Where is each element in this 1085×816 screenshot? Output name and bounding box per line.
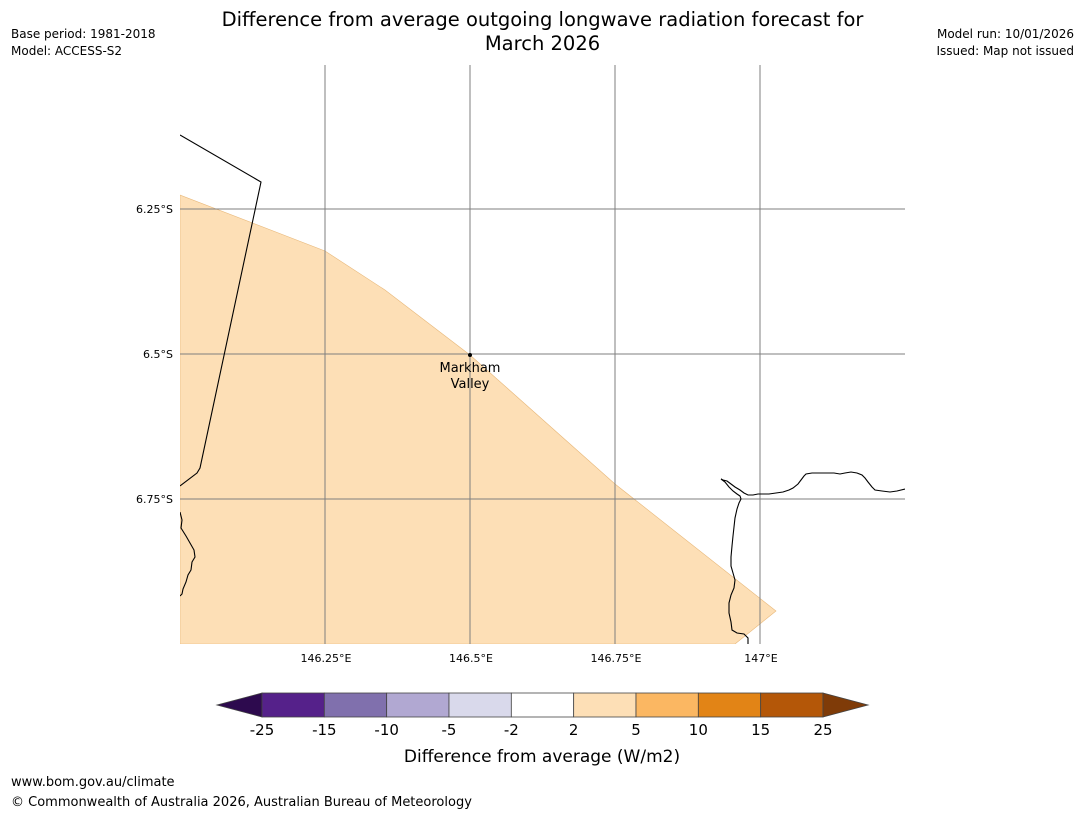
colorbar-swatch (448, 692, 512, 718)
colorbar-extend-high (822, 692, 870, 718)
lon-tick-label: 146.25°E (301, 652, 352, 665)
colorbar-swatch (697, 692, 762, 718)
title-line-2: March 2026 (484, 32, 601, 55)
colorbar-extend-low (215, 692, 263, 718)
colorbar-tick-label: -5 (442, 721, 457, 739)
base-period-text: Base period: 1981-2018 (11, 27, 156, 41)
lon-tick-label: 146.75°E (591, 652, 642, 665)
colorbar-tick-label: -25 (250, 721, 275, 739)
place-label-line-2: Valley (451, 377, 490, 392)
model-run-text: Model run: 10/01/2026 (936, 27, 1074, 41)
colorbar-tick-label: -2 (504, 721, 519, 739)
province-boundary (180, 134, 262, 487)
colorbar-tick-label: 2 (569, 721, 579, 739)
map-area: Markham Valley 6.25°S 6.5°S 6.75°S 146.2… (136, 65, 905, 665)
lat-tick-label: 6.5°S (143, 348, 173, 361)
place-label-line-1: Markham (440, 361, 501, 376)
colorbar-swatch (261, 692, 325, 718)
colorbar-label: Difference from average (W/m2) (404, 747, 680, 767)
colorbar-tick-label: -15 (312, 721, 337, 739)
boundary-fragment-west (180, 511, 196, 597)
lon-tick-label: 147°E (744, 652, 777, 665)
meta-left: Base period: 1981-2018 Model: ACCESS-S2 (11, 26, 156, 60)
colorbar-tick-label: 25 (813, 721, 832, 739)
meta-right: Model run: 10/01/2026 Issued: Map not is… (936, 26, 1074, 60)
colorbar-swatch (386, 692, 450, 718)
footer-copyright: © Commonwealth of Australia 2026, Austra… (11, 795, 472, 810)
colorbar-swatch (323, 692, 388, 718)
model-text: Model: ACCESS-S2 (11, 44, 123, 58)
colorbar-tick-labels: -25 -15 -10 -5 -2 2 5 10 15 25 (250, 721, 833, 739)
lat-tick-label: 6.75°S (136, 493, 173, 506)
issued-text: Issued: Map not issued (936, 44, 1074, 58)
colorbar-tick-label: 15 (751, 721, 770, 739)
colorbar-swatch (510, 692, 575, 718)
colorbar-tick-label: 10 (689, 721, 708, 739)
coastline-east (720, 471, 905, 644)
place-marker (468, 353, 472, 357)
footer-url: www.bom.gov.au/climate (11, 775, 175, 790)
gridlines (180, 65, 905, 644)
colorbar-swatch (573, 692, 637, 718)
chart-title: Difference from average outgoing longwav… (180, 8, 905, 56)
title-line-1: Difference from average outgoing longwav… (221, 8, 864, 31)
anomaly-shaded-region (180, 194, 777, 644)
lon-tick-label: 146.5°E (449, 652, 493, 665)
colorbar-swatches (261, 692, 824, 718)
lat-tick-label: 6.25°S (136, 203, 173, 216)
colorbar: -25 -15 -10 -5 -2 2 5 10 15 25 Difference from av… (215, 692, 870, 767)
colorbar-tick-label: 5 (631, 721, 641, 739)
colorbar-tick-label: -10 (374, 721, 399, 739)
colorbar-swatch (760, 692, 824, 718)
colorbar-swatch (635, 692, 699, 718)
